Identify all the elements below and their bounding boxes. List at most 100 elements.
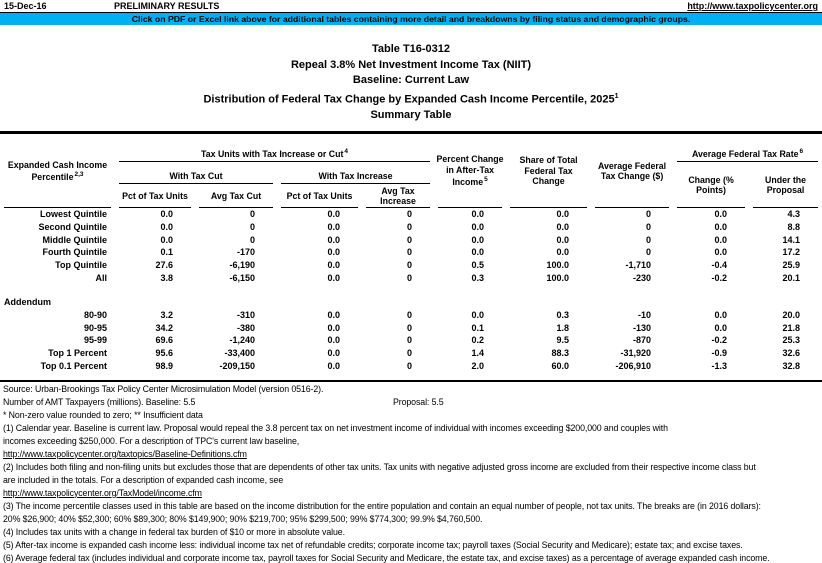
cell: 0 [646, 234, 652, 245]
cell: 0.3 [471, 272, 485, 283]
cell: -0.9 [711, 348, 728, 359]
cell: 0.0 [714, 209, 728, 220]
col-header-avg-tax-increase: Avg Tax Increase [362, 184, 434, 209]
cell: 0.1 [471, 322, 485, 333]
row-label: 90-95 [83, 322, 107, 333]
cell: 0.0 [471, 310, 485, 321]
distribution-title: Distribution of Federal Tax Change by Ex… [203, 92, 619, 106]
cell: 0 [407, 272, 413, 283]
note-line: incomes exceeding $250,000. For a descri… [3, 435, 300, 446]
table-row: 95-99 69.6 -1,240 0.0 0 0.2 9.5 -870 -0.2 25.3 [0, 334, 822, 347]
cell: 0.0 [556, 247, 570, 258]
row-label: Top Quintile [55, 259, 107, 270]
title-block: Table T16-0312 Repeal 3.8% Net Investmen… [0, 42, 822, 123]
cell: 0 [646, 221, 652, 232]
cell: 69.6 [155, 335, 173, 346]
cell: 27.6 [155, 259, 173, 270]
table-body: Lowest Quintile 0.0 0 0.0 0 0.0 0.0 0 0.0 4.3 Seco… [0, 208, 822, 379]
cell: -0.2 [711, 272, 728, 283]
cell: 20.0 [782, 310, 801, 321]
cell: -0.2 [711, 335, 728, 346]
note-link[interactable]: http://www.taxpolicycenter.org/TaxModel/… [3, 487, 202, 498]
note-line: (2) Includes both filing and non-filing … [3, 461, 756, 472]
cell: 0.0 [327, 322, 340, 333]
cell: 9.5 [556, 335, 570, 346]
notes: Source: Urban-Brookings Tax Policy Cente… [0, 382, 822, 563]
table-number-title: Table T16-0312 [371, 43, 451, 55]
cell: 0 [249, 234, 255, 245]
col-header-avg-tax-cut: Avg Tax Cut [195, 184, 277, 209]
cell: 0 [249, 209, 255, 220]
legend-note: * Non-zero value rounded to zero; ** Ins… [3, 409, 203, 420]
cell: -1.3 [711, 360, 728, 371]
cell: 0.0 [327, 272, 340, 283]
cell: 88.3 [551, 348, 570, 359]
cell: 4.3 [787, 209, 801, 220]
cell: 0.0 [160, 209, 173, 220]
cell: 0 [407, 335, 413, 346]
cell: 98.9 [155, 360, 173, 371]
top-bar: 15-Dec-16 PRELIMINARY RESULTS http://www… [0, 0, 822, 13]
cell: 95.6 [155, 348, 173, 359]
col-header-pct-tax-units-inc: Pct of Tax Units [277, 184, 362, 209]
table-row: Middle Quintile 0.0 0 0.0 0 0.0 0.0 0 0.0 14.1 [0, 234, 822, 247]
cell: 0.0 [471, 247, 485, 258]
baseline-title: Baseline: Current Law [352, 74, 470, 86]
table-row: Second Quintile 0.0 0 0.0 0 0.0 0.0 0 0.0 8.8 [0, 221, 822, 234]
group-header-with-tax-cut: With Tax Cut [115, 162, 277, 185]
cell: 25.9 [782, 259, 801, 270]
cell: 2.0 [471, 360, 485, 371]
cell: 0.0 [714, 234, 728, 245]
col-header-pct-tax-units-cut: Pct of Tax Units [115, 184, 195, 209]
cell: 0.5 [471, 259, 485, 270]
table-row: Top 1 Percent 95.6 -33,400 0.0 0 1.4 88.3 -31,9… [0, 347, 822, 360]
tpc-home-link[interactable]: http://www.taxpolicycenter.org [687, 1, 818, 11]
cell: -310 [236, 310, 255, 321]
cell: 0 [407, 247, 413, 258]
cell: -380 [236, 322, 255, 333]
cell: 0 [407, 209, 413, 220]
row-label: 95-99 [83, 335, 107, 346]
cell: 0.0 [714, 247, 728, 258]
note-line: (6) Average federal tax (includes indivi… [3, 552, 770, 563]
cell: 0.3 [556, 310, 570, 321]
cell: -870 [633, 335, 652, 346]
cell: 0 [407, 360, 413, 371]
cell: 0.0 [471, 221, 485, 232]
cell: 0.0 [327, 259, 340, 270]
row-label: Lowest Quintile [39, 209, 107, 220]
cell: 60.0 [551, 360, 570, 371]
table-row: Top Quintile 27.6 -6,190 0.0 0 0.5 100.0 -1,710… [0, 259, 822, 272]
cell: 0 [407, 234, 413, 245]
cell: 0 [407, 348, 413, 359]
group-header-with-tax-increase: With Tax Increase [277, 162, 434, 185]
table-row: Top 0.1 Percent 98.9 -209,150 0.0 0 2.0 60.0 -2… [0, 360, 822, 373]
cell: 0.0 [327, 209, 340, 220]
cell: 32.6 [782, 348, 801, 359]
amt-proposal-value: Proposal: 5.5 [393, 396, 444, 407]
amt-taxpayers-note: Number of AMT Taxpayers (millions). Base… [3, 396, 444, 407]
source-note: Source: Urban-Brookings Tax Policy Cente… [3, 383, 324, 394]
cell: 25.3 [782, 335, 801, 346]
row-label: Top 1 Percent [48, 348, 107, 359]
cell: 1.4 [471, 348, 485, 359]
note-line: (3) The income percentile classes used i… [3, 500, 761, 511]
col-header-share-total: Share of Total Federal Tax Change [506, 134, 591, 209]
cell: 0.0 [327, 234, 340, 245]
note-line: (4) Includes tax units with a change in … [3, 526, 345, 537]
preliminary-results-label: PRELIMINARY RESULTS [114, 1, 220, 11]
col-header-avg-fed-tax-change: Average Federal Tax Change ($) [591, 134, 673, 209]
cell: 3.2 [160, 310, 173, 321]
report-date: 15-Dec-16 [4, 1, 47, 11]
cell: 0.0 [160, 221, 173, 232]
cell: 0.1 [160, 247, 173, 258]
cell: 8.8 [787, 221, 801, 232]
cell: 0.0 [556, 234, 570, 245]
cell: -33,400 [224, 348, 255, 359]
note-link[interactable]: http://www.taxpolicycenter.org/taxtopics… [3, 448, 247, 459]
cell: 0.0 [714, 310, 728, 321]
cell: -6,150 [229, 272, 255, 283]
cell: 0.0 [160, 234, 173, 245]
cell: -0.4 [711, 259, 728, 270]
addendum-label: Addendum [4, 297, 51, 308]
